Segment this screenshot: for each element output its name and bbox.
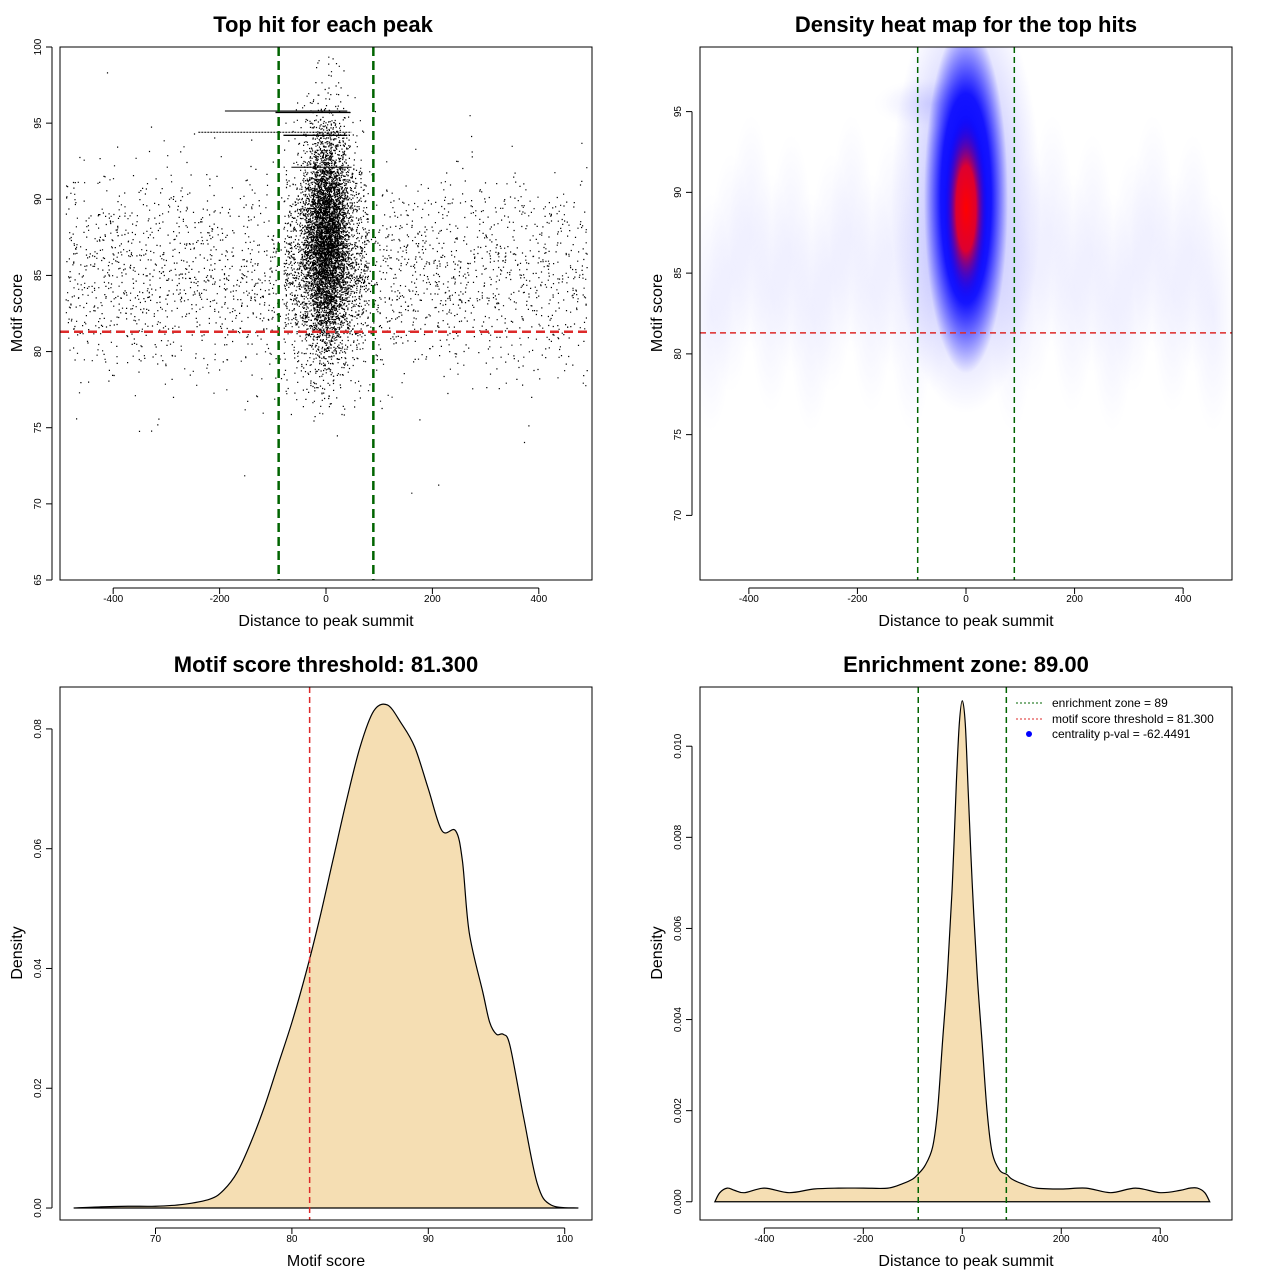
plot-frame (699, 686, 1233, 1221)
x-tick-label: -400 (754, 1234, 774, 1245)
y-axis-label: Motif score (649, 274, 666, 352)
y-tick-label: 80 (33, 346, 44, 358)
y-tick-label: 85 (673, 267, 684, 279)
legend-entry-centrality: centrality p-val = -62.4491 (1052, 727, 1191, 741)
legend-entry-threshold: motif score threshold = 81.300 (1052, 712, 1214, 726)
density-area (73, 703, 579, 1209)
x-tick-label: 0 (323, 594, 329, 605)
y-axis: 0.000 0.002 0.004 0.006 0.008 0.010 (673, 733, 693, 1214)
panel-top-hits-scatter: Top hit for each peak -400 -200 0 200 400 65… (9, 12, 593, 630)
x-tick-label: 90 (423, 1234, 435, 1245)
x-tick-label: 200 (424, 594, 441, 605)
y-tick-label: 0.002 (673, 1098, 684, 1123)
chart-title: Top hit for each peak (213, 12, 433, 37)
y-axis-label: Density (649, 926, 666, 979)
panel-density-heatmap: Density heat map for the top hits -400 -2… (649, 12, 1233, 630)
y-tick-label: 65 (33, 574, 44, 586)
y-tick-label: 0.000 (673, 1189, 684, 1214)
x-axis: -400 -200 0 200 400 (754, 1227, 1169, 1245)
x-tick-label: -200 (847, 594, 867, 605)
x-axis-label: Distance to peak summit (878, 613, 1054, 630)
x-tick-label: -400 (103, 594, 123, 605)
y-tick-label: 95 (33, 117, 44, 129)
x-tick-label: 200 (1053, 1234, 1070, 1245)
y-tick-label: 0.06 (33, 839, 44, 859)
y-tick-label: 100 (33, 38, 44, 55)
y-tick-label: 75 (33, 422, 44, 434)
chart-title: Motif score threshold: 81.300 (174, 652, 478, 677)
y-tick-label: 70 (673, 509, 684, 521)
y-tick-label: 70 (33, 498, 44, 510)
plot-frame (59, 46, 593, 581)
y-tick-label: 0.04 (33, 958, 44, 978)
x-tick-label: 400 (1175, 594, 1192, 605)
y-tick-label: 0.004 (673, 1007, 684, 1032)
y-tick-label: 85 (33, 269, 44, 281)
y-tick-label: 0.010 (673, 733, 684, 758)
x-tick-label: 200 (1066, 594, 1083, 605)
plot-frame (699, 46, 1233, 581)
x-axis: 70 80 90 100 (150, 1227, 573, 1245)
x-axis: -400 -200 0 200 400 (103, 587, 548, 605)
y-tick-label: 80 (673, 348, 684, 360)
x-axis-label: Distance to peak summit (238, 613, 414, 630)
panel-motif-score-density: Motif score threshold: 81.300 70 80 90 100 … (9, 652, 593, 1270)
legend: enrichment zone = 89 motif score thresho… (1016, 696, 1214, 741)
x-axis-label: Distance to peak summit (878, 1253, 1054, 1270)
y-tick-label: 0.08 (33, 719, 44, 739)
heat-background (1191, 191, 1232, 432)
plot-frame (59, 686, 593, 1221)
x-axis-label: Motif score (287, 1253, 365, 1270)
y-axis: 70 75 80 85 90 95 (673, 106, 693, 521)
legend-entry-enrichment-zone: enrichment zone = 89 (1052, 696, 1168, 710)
chart-title: Density heat map for the top hits (795, 12, 1137, 37)
y-tick-label: 95 (673, 106, 684, 118)
x-tick-label: 70 (150, 1234, 162, 1245)
density-area (713, 700, 1211, 1203)
y-axis: 0.00 0.02 0.04 0.06 0.08 (33, 719, 53, 1218)
chart-title: Enrichment zone: 89.00 (843, 652, 1089, 677)
x-tick-label: -400 (739, 594, 759, 605)
y-tick-label: 75 (673, 429, 684, 441)
panel-enrichment-zone-density: Enrichment zone: 89.00 -400 -200 0 200 400 0… (649, 652, 1233, 1270)
scatter-point-cloud (65, 56, 588, 494)
x-tick-label: 0 (960, 1234, 966, 1245)
x-tick-label: -200 (210, 594, 230, 605)
y-tick-label: 0.006 (673, 915, 684, 940)
y-axis-label: Motif score (9, 274, 26, 352)
x-axis: -400 -200 0 200 400 (739, 587, 1192, 605)
heat-hotspot (944, 113, 988, 304)
x-tick-label: -200 (853, 1234, 873, 1245)
legend-key-centrality (1026, 731, 1032, 737)
y-tick-label: 0.008 (673, 824, 684, 849)
y-tick-label: 0.00 (33, 1198, 44, 1218)
x-tick-label: 80 (286, 1234, 298, 1245)
y-tick-label: 90 (673, 186, 684, 198)
x-tick-label: 100 (556, 1234, 573, 1245)
y-tick-label: 0.02 (33, 1078, 44, 1098)
x-tick-label: 400 (1152, 1234, 1169, 1245)
score-bands (198, 110, 352, 168)
scatter-points (65, 56, 588, 494)
x-tick-label: 400 (530, 594, 547, 605)
y-axis: 65 70 75 80 85 90 95 100 (33, 38, 53, 586)
y-tick-label: 90 (33, 193, 44, 205)
x-tick-label: 0 (963, 594, 969, 605)
y-axis-label: Density (9, 926, 26, 979)
